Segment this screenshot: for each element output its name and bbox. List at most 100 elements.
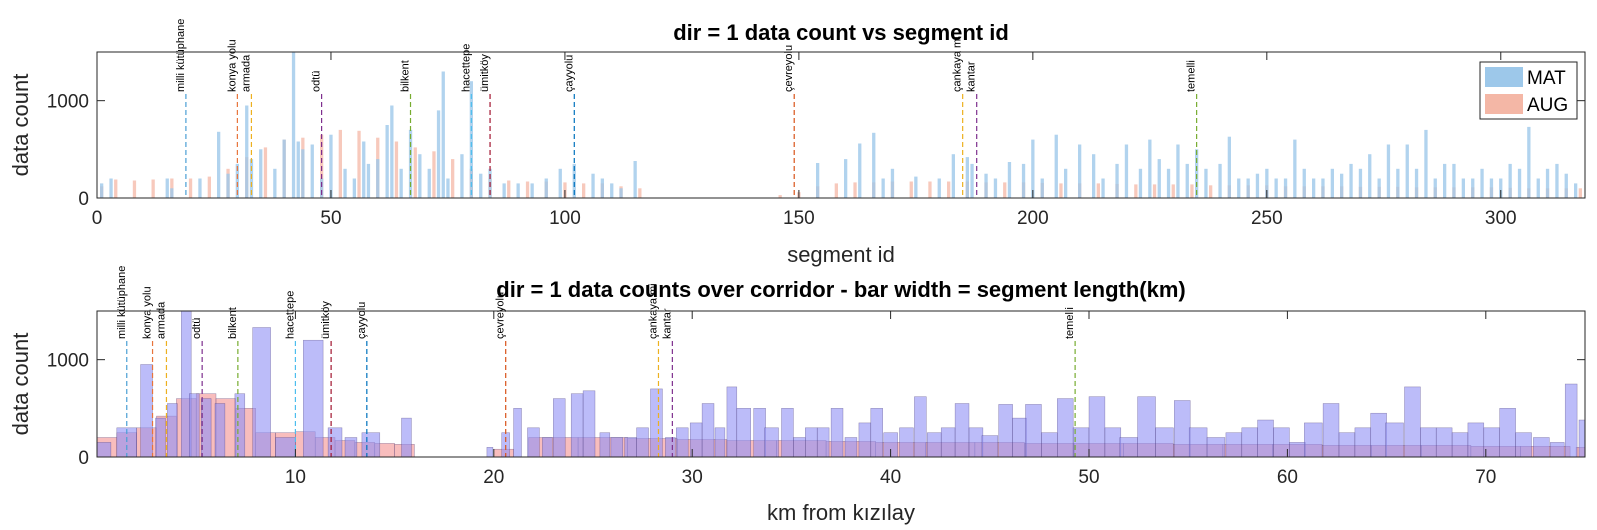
- bottom-mat-bar: [736, 408, 751, 458]
- station-label: odtü: [191, 318, 203, 339]
- top-mat-bar: [362, 141, 366, 198]
- top-mat-bar: [1517, 168, 1522, 198]
- top-mat-bar: [610, 183, 614, 198]
- station-label: hacettepe: [460, 44, 472, 92]
- bottom-mat-bar: [344, 437, 358, 458]
- top-mat-bar: [446, 178, 450, 198]
- top-mat-bar: [516, 183, 520, 198]
- top-mat-bar: [245, 105, 249, 198]
- top-mat-bar: [441, 71, 445, 198]
- top-mat-bar: [310, 144, 314, 198]
- top-mat-bar: [970, 163, 974, 198]
- top-mat-bar: [320, 178, 324, 198]
- top-mat-bar: [1237, 178, 1241, 198]
- bottom-mat-bar: [624, 437, 637, 458]
- top-mat-bar: [1377, 178, 1381, 198]
- legend-mat-label: MAT: [1527, 68, 1566, 89]
- top-mat-bar: [844, 159, 848, 198]
- top-mat-bar: [418, 154, 422, 198]
- top-station-markers: milli kütüphane konya yolu armada odtü bilke…: [175, 19, 1198, 198]
- top-mat-bar: [469, 81, 473, 198]
- bottom-mat-bar: [610, 437, 624, 458]
- bottom-mat-bar: [1338, 432, 1356, 458]
- top-mat-bar: [366, 163, 371, 198]
- bottom-mat-bar: [599, 432, 611, 458]
- top-mat-bar: [1166, 168, 1171, 198]
- top-mat-bar: [301, 149, 305, 198]
- top-mat-bar: [1078, 144, 1082, 198]
- bottom-mat-bar: [1289, 442, 1306, 458]
- bottom-mat-bar: [570, 393, 584, 458]
- bottom-mat-bar: [252, 327, 271, 458]
- station-label: temelli: [1064, 307, 1076, 339]
- bottom-mat-bar: [553, 398, 566, 458]
- bottom-mat-bar: [870, 408, 883, 458]
- top-mat-bar: [1115, 163, 1119, 198]
- bottom-mat-bar: [582, 390, 596, 458]
- bottom-mat-bar: [1137, 396, 1156, 458]
- bottom-mat-bar: [1578, 419, 1586, 458]
- top-mat-bar: [226, 173, 230, 198]
- top-mat-bar: [1433, 178, 1437, 198]
- bottom-mat-bar: [968, 427, 984, 458]
- bottom-mat-bar: [1550, 442, 1565, 458]
- top-mat-bar: [1358, 168, 1363, 198]
- bottom-y-axis-label: data count: [8, 333, 33, 436]
- top-mat-bar: [436, 110, 441, 198]
- top-mat-bar: [1124, 144, 1129, 198]
- top-mat-bar: [479, 173, 483, 198]
- top-aug-bar: [263, 147, 268, 198]
- top-mat-bar: [217, 131, 221, 198]
- x-tick-label: 70: [1475, 467, 1496, 488]
- top-mat-bar: [1312, 178, 1316, 198]
- bottom-mat-bar: [927, 432, 942, 458]
- legend-mat-swatch: [1485, 67, 1523, 87]
- bottom-station-markers: milli kütüphane konya yolu armada odtü bilke…: [116, 266, 1076, 457]
- bottom-mat-bar: [1104, 427, 1122, 458]
- top-aug-bar: [834, 183, 838, 198]
- top-mat-bar: [1265, 168, 1269, 198]
- top-mat-bar: [109, 178, 113, 198]
- top-mat-bar: [100, 183, 104, 198]
- bottom-mat-bar: [1188, 427, 1208, 458]
- top-mat-bar: [1227, 136, 1231, 198]
- bottom-mat-bar: [1404, 386, 1421, 458]
- top-aug-bar: [432, 151, 436, 198]
- top-mat-bar: [1185, 163, 1189, 198]
- station-label: çayyolu: [563, 55, 575, 92]
- bottom-mat-bar: [764, 427, 779, 458]
- top-mat-bar: [1461, 178, 1465, 198]
- top-mat-bar: [1396, 168, 1400, 198]
- bottom-mat-bar: [793, 437, 806, 458]
- station-label: konya yolu: [142, 286, 154, 339]
- top-aug-bar: [1578, 188, 1582, 198]
- bottom-mat-bar: [140, 364, 153, 458]
- top-mat-bar: [1031, 139, 1035, 198]
- bottom-mat-bar: [1257, 419, 1274, 458]
- top-mat-bar: [951, 154, 955, 198]
- top-mat-bar: [914, 176, 918, 198]
- top-aug-bar: [338, 129, 342, 198]
- top-aug-bar: [132, 180, 137, 198]
- top-mat-bar: [1176, 144, 1180, 198]
- x-tick-label: 50: [1078, 467, 1099, 488]
- top-mat-bar: [427, 168, 431, 198]
- top-mat-bar: [858, 143, 862, 198]
- top-mat-bar: [881, 178, 885, 198]
- bottom-mat-bar: [701, 403, 715, 458]
- top-mat-bar: [399, 168, 403, 198]
- bottom-mat-bar: [830, 408, 844, 458]
- top-mat-bar: [1349, 163, 1353, 198]
- legend-aug-label: AUG: [1527, 95, 1568, 116]
- top-mat-bar: [965, 157, 969, 198]
- top-aug-bar: [207, 176, 211, 198]
- top-aug-bar: [909, 181, 913, 198]
- bottom-ticks: 10 20 30 40 50 60 70 0 1000: [47, 311, 1585, 488]
- bottom-mat-bar: [940, 427, 956, 458]
- bottom-mat-bar: [96, 442, 112, 458]
- top-aug-bar: [170, 178, 174, 198]
- bottom-mat-bar: [542, 437, 553, 458]
- bottom-mat-bar: [234, 393, 246, 458]
- station-label: kantar: [661, 308, 673, 339]
- station-label: kantar: [966, 61, 978, 92]
